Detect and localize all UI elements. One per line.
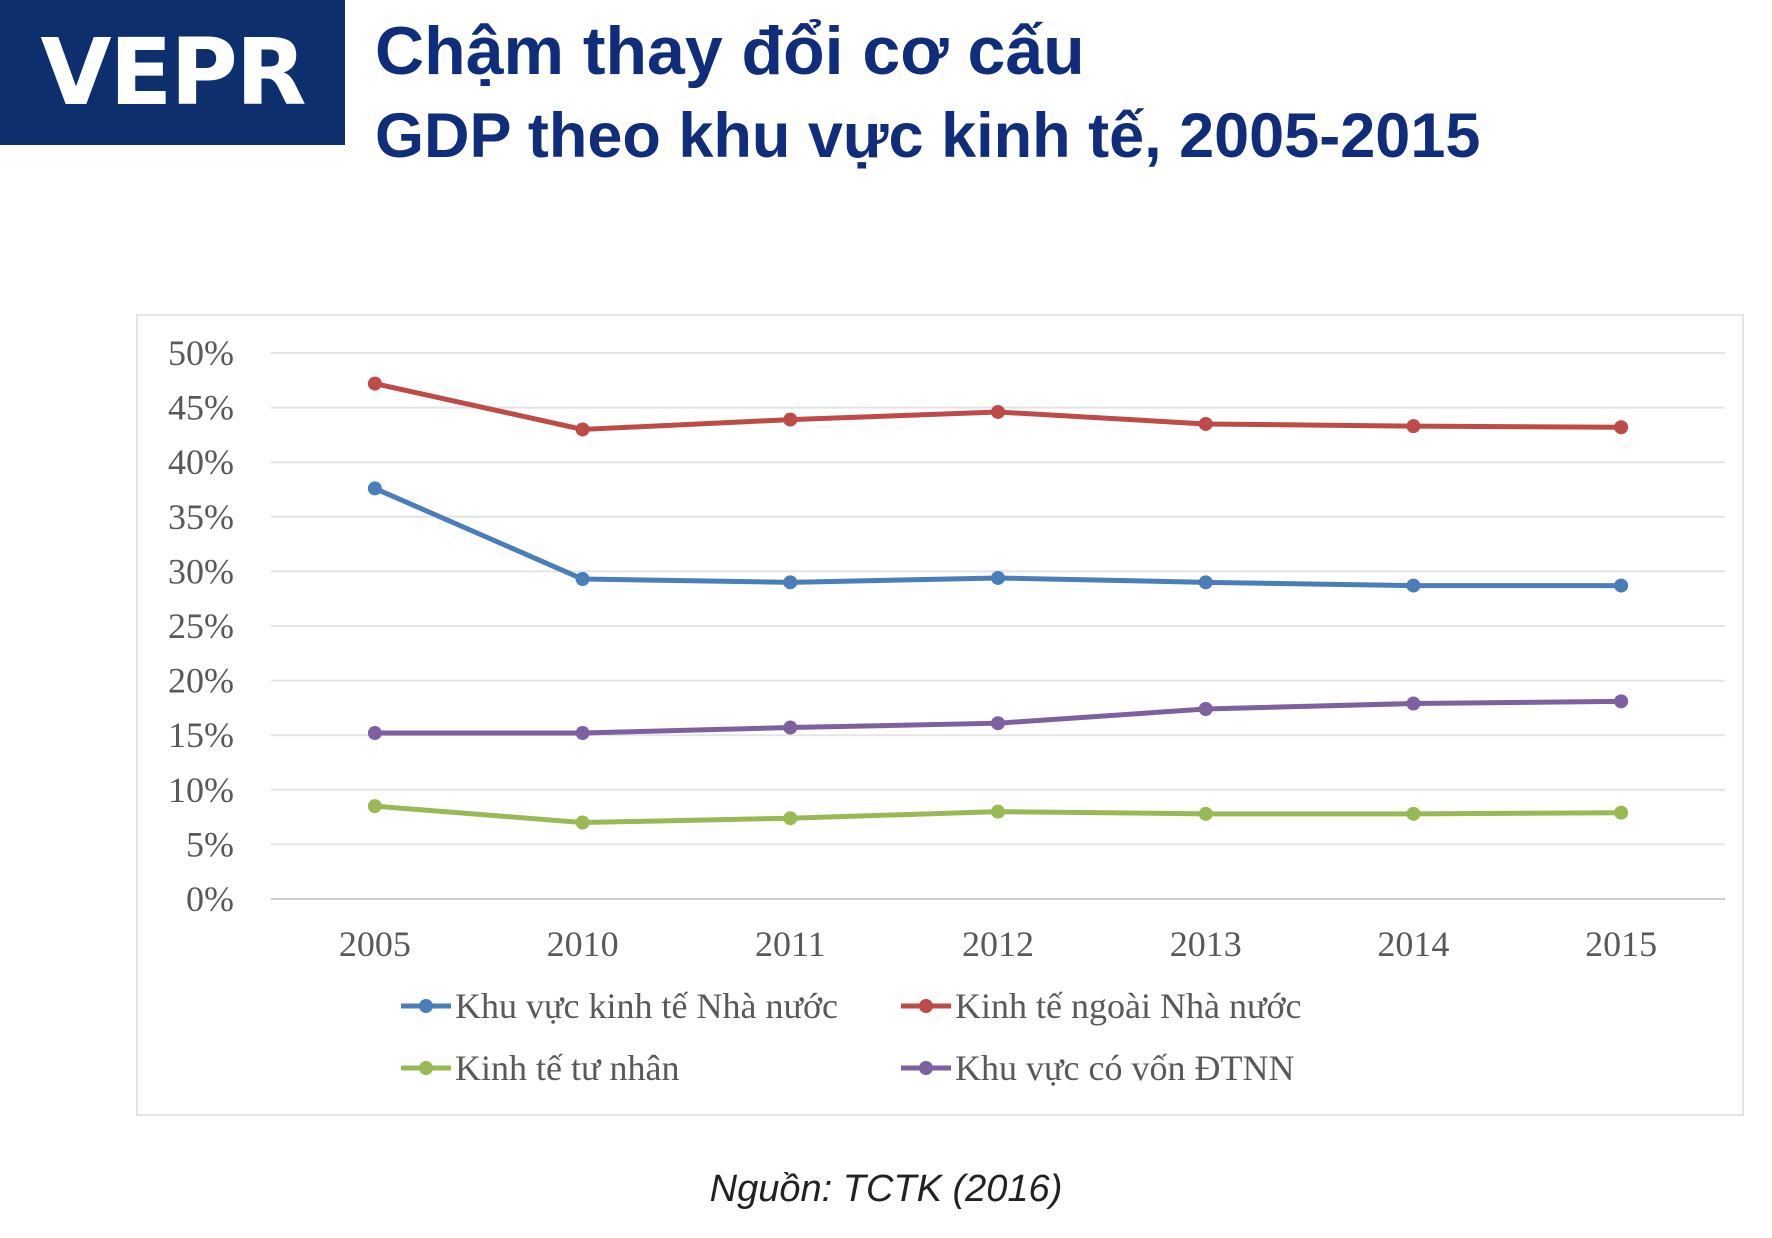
data-point <box>783 412 798 427</box>
grid-lines <box>271 352 1725 900</box>
legend: Khu vực kinh tế Nhà nước Kinh tế ngoài Nh… <box>401 986 1301 1088</box>
x-tick-label: 2015 <box>1585 924 1657 964</box>
data-point <box>991 570 1005 585</box>
data-point <box>1614 578 1629 593</box>
data-point <box>575 726 590 741</box>
data-point <box>1406 578 1421 593</box>
y-tick-label: 35% <box>168 497 234 537</box>
data-point <box>991 716 1005 731</box>
legend-item: Khu vực kinh tế Nhà nước <box>401 986 838 1026</box>
data-point <box>1198 575 1213 590</box>
vepr-logo: VEPR <box>0 0 345 145</box>
legend-item: Khu vực có vốn ĐTNN <box>901 1048 1294 1088</box>
data-point <box>1614 805 1629 820</box>
x-tick-label: 2012 <box>962 924 1034 964</box>
logo-text: VEPR <box>40 19 306 126</box>
y-tick-label: 45% <box>168 388 234 428</box>
data-point <box>575 422 590 437</box>
chart-frame: 0% 5% 10% 15% 20% 25% 30% 35% 40% 45% 50% 2005 2010… <box>136 314 1744 1116</box>
x-axis-ticks: 2005 2010 2011 2012 2013 2014 2015 <box>339 924 1657 964</box>
page-title: Chậm thay đổi cơ cấu <box>375 13 1085 89</box>
y-tick-label: 20% <box>168 661 234 701</box>
line-chart: 0% 5% 10% 15% 20% 25% 30% 35% 40% 45% 50% 2005 2010… <box>168 333 1725 1088</box>
data-point <box>783 720 798 735</box>
data-point <box>991 404 1005 419</box>
data-point <box>783 811 798 826</box>
y-tick-label: 5% <box>186 824 234 864</box>
data-point <box>367 726 382 741</box>
legend-label: Khu vực kinh tế Nhà nước <box>455 986 838 1026</box>
series-group <box>367 376 1629 830</box>
data-point <box>1198 806 1213 821</box>
y-tick-label: 25% <box>168 606 234 646</box>
y-tick-label: 30% <box>168 551 234 591</box>
legend-label: Kinh tế tư nhân <box>455 1048 679 1088</box>
series-line <box>367 481 1629 593</box>
y-tick-label: 50% <box>168 333 234 373</box>
data-point <box>1198 416 1213 431</box>
legend-swatch-marker <box>919 1061 933 1075</box>
legend-label: Kinh tế ngoài Nhà nước <box>955 986 1301 1026</box>
series-line <box>367 376 1629 437</box>
data-point <box>1198 701 1213 716</box>
data-point <box>1614 420 1629 435</box>
x-tick-label: 2014 <box>1377 924 1449 964</box>
y-axis-ticks: 0% 5% 10% 15% 20% 25% 30% 35% 40% 45% 50% <box>168 333 234 919</box>
data-point <box>367 376 382 391</box>
data-point <box>367 799 382 814</box>
legend-swatch-marker <box>419 999 433 1013</box>
data-point <box>783 575 798 590</box>
data-point <box>1406 806 1421 821</box>
y-tick-label: 10% <box>168 770 234 810</box>
series-line <box>367 694 1629 741</box>
data-point <box>1406 419 1421 434</box>
data-point <box>575 572 590 587</box>
data-point <box>1406 696 1421 711</box>
y-tick-label: 15% <box>168 715 234 755</box>
source-note: Nguồn: TCTK (2016) <box>709 1168 1063 1210</box>
page-subtitle: GDP theo khu vực kinh tế, 2005-2015 <box>375 101 1481 171</box>
y-tick-label: 40% <box>168 442 234 482</box>
legend-item: Kinh tế tư nhân <box>401 1048 679 1088</box>
legend-swatch-marker <box>919 999 933 1013</box>
data-point <box>991 804 1005 819</box>
x-tick-label: 2010 <box>547 924 619 964</box>
series-line <box>367 799 1629 830</box>
legend-swatch-marker <box>419 1061 433 1075</box>
data-point <box>1614 694 1629 709</box>
x-tick-label: 2005 <box>339 924 411 964</box>
data-point <box>575 815 590 830</box>
legend-label: Khu vực có vốn ĐTNN <box>955 1048 1294 1088</box>
x-tick-label: 2011 <box>755 924 826 964</box>
data-point <box>367 481 382 496</box>
y-tick-label: 0% <box>186 879 234 919</box>
x-tick-label: 2013 <box>1170 924 1242 964</box>
legend-item: Kinh tế ngoài Nhà nước <box>901 986 1301 1026</box>
